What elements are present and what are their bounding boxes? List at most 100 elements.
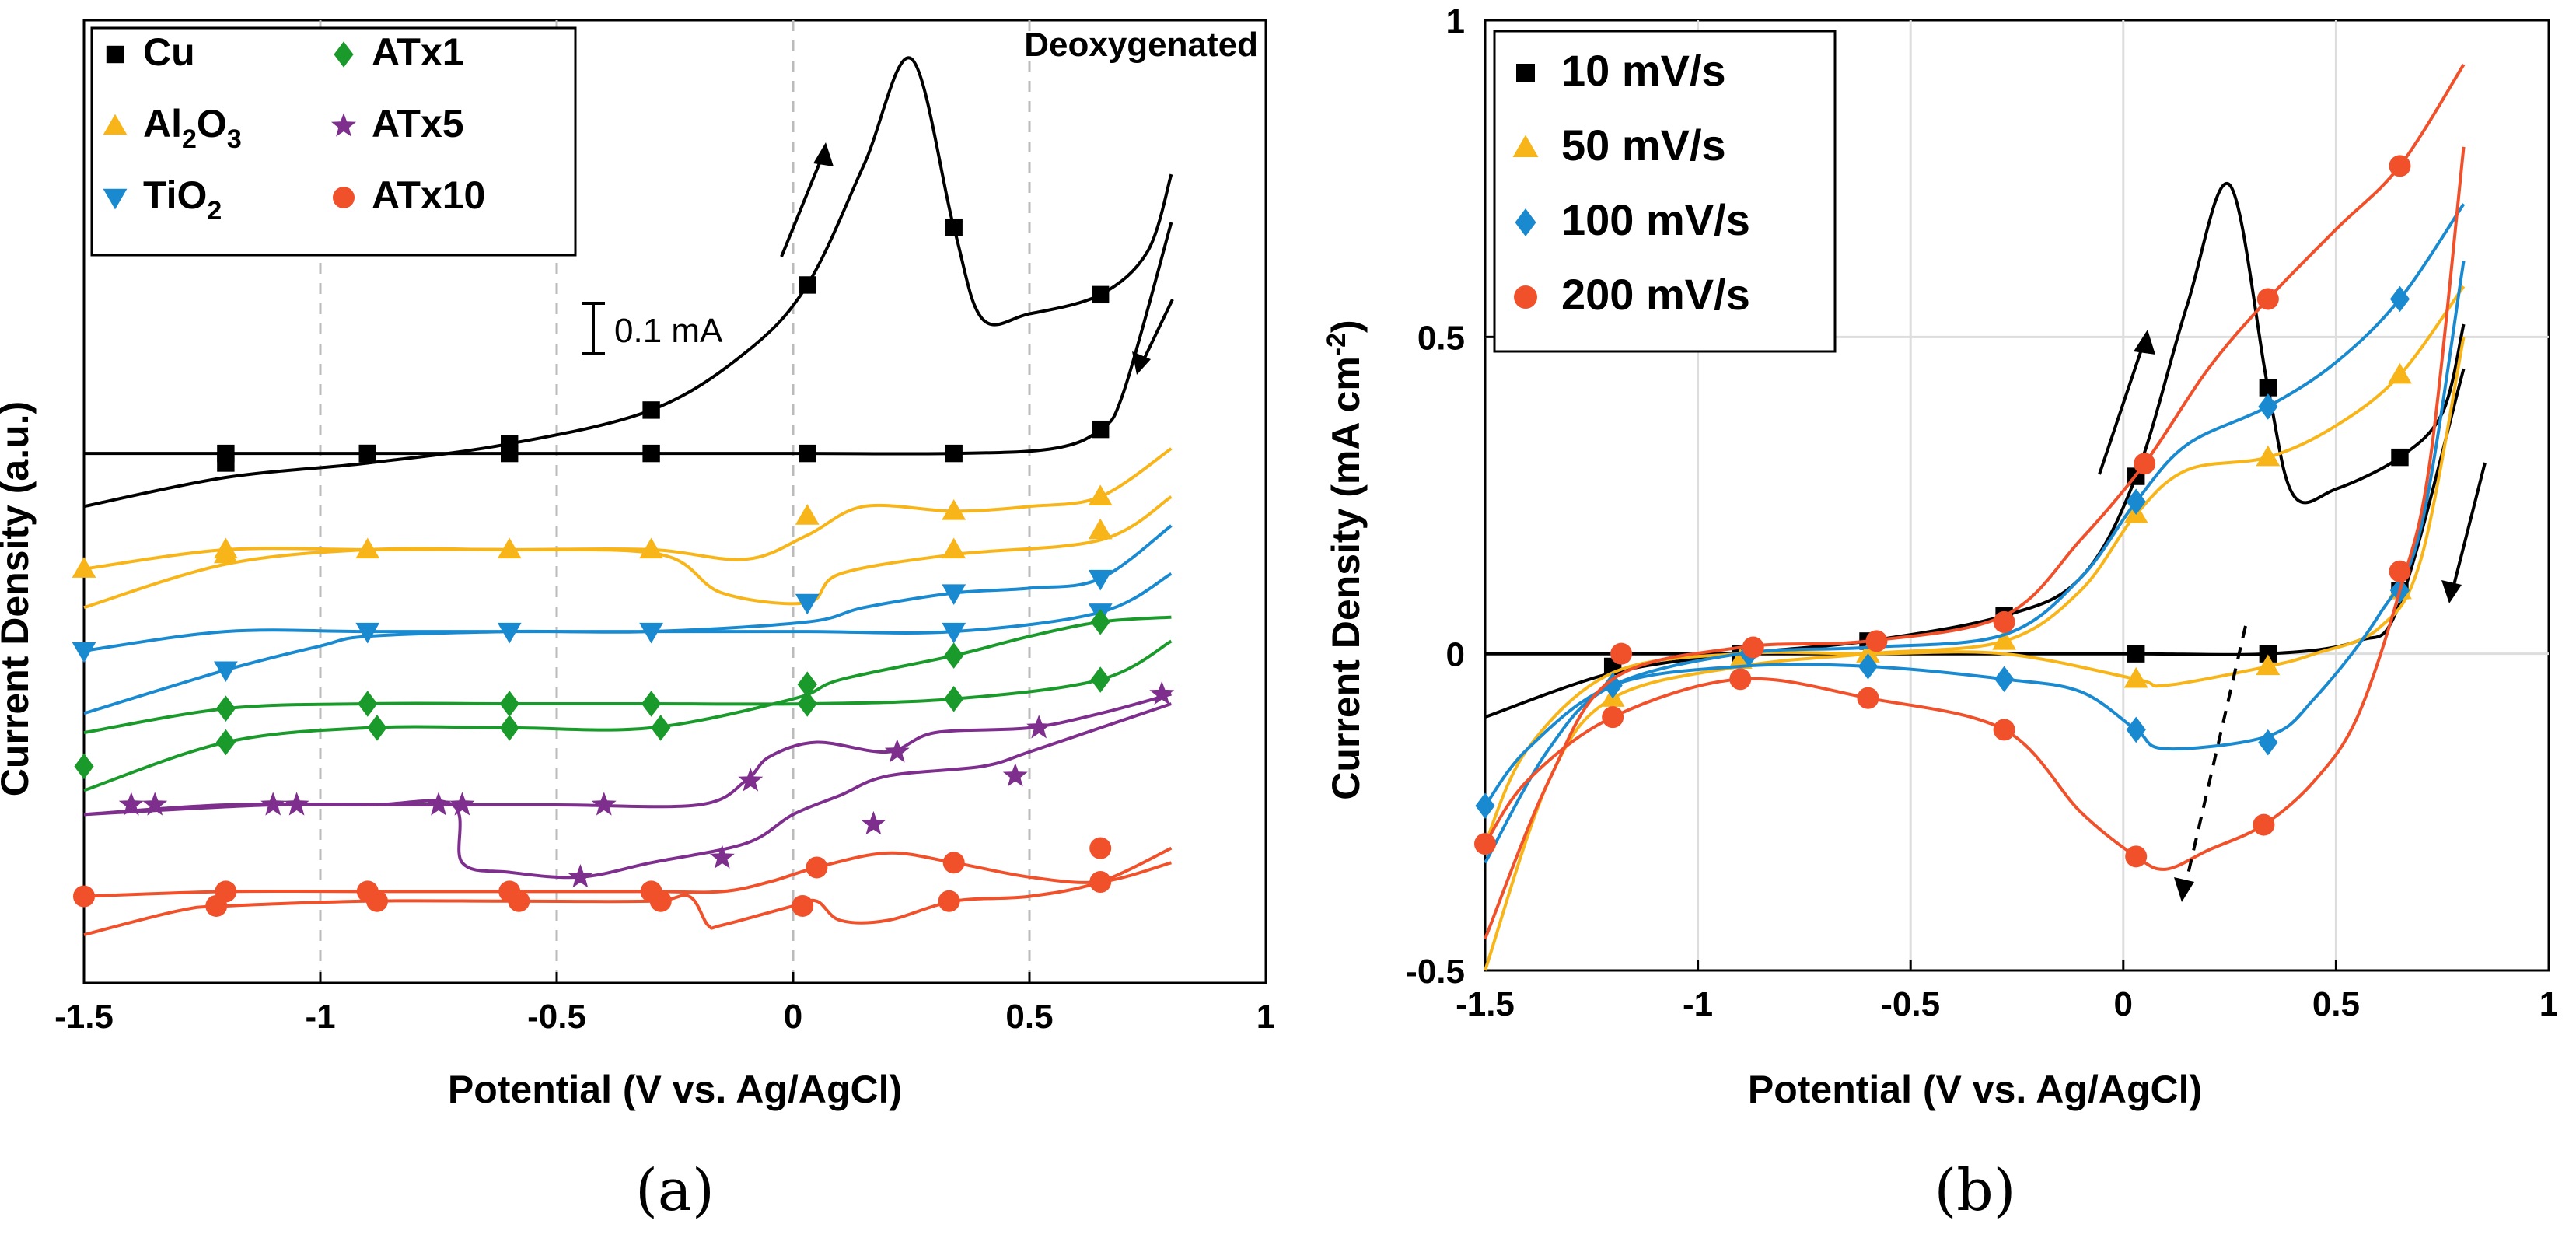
- panel-a-marker: [358, 444, 376, 463]
- panel-a-xtick-label: 0.5: [1005, 998, 1053, 1036]
- panel-a-curve-reverse: [83, 572, 1173, 652]
- panel-a-marker: [215, 695, 236, 722]
- panel-b-marker: [2126, 488, 2146, 515]
- panel-b-legend: 10 mV/s 50 mV/s 100 mV/s 200 mV/s: [1493, 30, 1837, 353]
- panel-a-marker: [642, 444, 660, 463]
- panel-b-marker: [1992, 628, 2016, 650]
- panel-b-marker: [2259, 379, 2277, 397]
- panel-a-legend-label: ATx10: [372, 173, 485, 217]
- panel-a-series-atx10: [73, 837, 1173, 937]
- panel-a-marker: [861, 810, 886, 835]
- panel-a-xtick-label: -1: [305, 998, 335, 1036]
- panel-b-marker: [2258, 393, 2278, 420]
- panel-a-marker: [1090, 608, 1110, 635]
- panel-b-ytick-label: 0.5: [1417, 319, 1465, 357]
- panel-a-marker: [795, 504, 820, 525]
- panel-a-marker: [942, 537, 966, 559]
- panel-a-curve-reverse: [83, 495, 1173, 606]
- panel-a-marker: [214, 661, 238, 683]
- panel-b-legend-item: 100 mV/s: [1515, 195, 1750, 244]
- panel-b-marker: [1857, 687, 1879, 709]
- panel-a-marker: [214, 542, 238, 564]
- panel-b-marker: [2134, 453, 2156, 475]
- panel-b-marker: [1993, 610, 2015, 633]
- panel-b-xlabel: Potential (V vs. Ag/AgCl): [1748, 1068, 2202, 1111]
- panel-b-curve-reverse: [1484, 261, 2466, 807]
- panel-a-legend-marker: [106, 45, 124, 64]
- panel-b-legend-item: 10 mV/s: [1516, 46, 1726, 95]
- panel-a-series-tio2: [72, 524, 1173, 715]
- panel-b-marker: [2389, 155, 2411, 177]
- panel-a-curve-forward: [83, 846, 1173, 937]
- panel-a-marker: [499, 691, 519, 717]
- panel-a-marker: [1002, 763, 1028, 787]
- panel-b-legend-marker: [1515, 208, 1536, 236]
- panel-a-xtick-label: -0.5: [527, 998, 586, 1036]
- panel-a-legend-marker: [331, 113, 356, 137]
- panel-a-xtick-label: 0: [784, 998, 802, 1036]
- panel-a-scale-bar: 0.1 mA: [582, 302, 723, 355]
- panel-a-marker: [1088, 518, 1113, 540]
- panel-a-marker: [944, 685, 964, 712]
- panel-a-legend-item: TiO2: [103, 173, 222, 226]
- panel-a-marker: [1090, 666, 1110, 693]
- panel-a-marker: [217, 454, 235, 472]
- panel-a-series-al2o3: [72, 447, 1173, 610]
- panel-a-marker: [1088, 569, 1113, 591]
- panel-b-ticks: -1.5 -1 -0.5 0 0.5 1 -0.5 0 0.5 1: [1406, 2, 2558, 1023]
- panel-a-xlabel: Potential (V vs. Ag/AgCl): [448, 1068, 902, 1111]
- panel-a-marker: [639, 537, 663, 559]
- panel-b-marker: [2391, 448, 2409, 467]
- panel-a-legend-marker: [334, 41, 354, 68]
- panel-a-curve-forward: [83, 447, 1173, 610]
- panel-b-marker: [2127, 645, 2145, 663]
- panel-a-marker: [568, 864, 593, 888]
- panel-b-legend-item: 200 mV/s: [1514, 270, 1750, 319]
- panel-b-forward-arrowhead: [2134, 330, 2155, 355]
- panel-a-marker: [649, 890, 672, 912]
- panel-b-marker: [2125, 845, 2148, 868]
- panel-b-series-100-mv-s: [1475, 203, 2466, 864]
- panel-b-marker: [2256, 445, 2281, 467]
- panel-a-marker: [501, 435, 519, 453]
- panel-a-marker: [792, 894, 814, 917]
- panel-a-xtick-label: -1.5: [54, 998, 114, 1036]
- panel-b-curve-forward: [1484, 63, 2466, 940]
- panel-a-marker: [365, 890, 388, 912]
- panel-b-legend-label: 200 mV/s: [1561, 270, 1750, 319]
- panel-b-curve-reverse: [1484, 336, 2466, 845]
- panel-b-legend-marker: [1514, 285, 1537, 309]
- panel-b-marker: [2123, 666, 2148, 688]
- panel-a-marker: [426, 792, 451, 816]
- panel-a-marker: [642, 401, 660, 419]
- panel-a-marker: [215, 729, 236, 756]
- panel-b: Current Density (mA cm-2) Potential (V v…: [1322, 2, 2558, 1224]
- panel-b-legend-item: 50 mV/s: [1512, 121, 1726, 170]
- panel-a-legend: Cu Al2O3 TiO2 ATx1 ATx5 ATx10: [90, 26, 577, 257]
- panel-a-marker: [942, 584, 966, 606]
- panel-b-legend-marker: [1512, 135, 1539, 157]
- panel-a-marker: [651, 715, 671, 741]
- panel-b-ytick-label: -0.5: [1406, 953, 1465, 991]
- panel-a-marker: [938, 890, 960, 912]
- panel-b-marker: [2259, 645, 2277, 663]
- panel-a-marker: [641, 691, 662, 717]
- panel-b-marker: [2253, 813, 2275, 836]
- panel-a-legend-marker: [103, 188, 128, 210]
- panel-b-marker: [2126, 716, 2146, 743]
- panel-a-legend-marker: [103, 114, 128, 135]
- panel-b-marker: [2256, 654, 2281, 676]
- panel-a-legend-item: ATx1: [334, 30, 464, 74]
- panel-a-marker: [942, 852, 965, 874]
- panel-a-marker: [945, 218, 963, 236]
- panel-a-marker: [497, 537, 522, 559]
- panel-b-xtick-label: -0.5: [1881, 985, 1940, 1023]
- panel-b-marker: [1474, 833, 1496, 855]
- panel-b-marker: [1993, 719, 2015, 741]
- panel-b-series: [1474, 63, 2466, 971]
- panel-a-caption: (a): [635, 1157, 715, 1224]
- panel-a-marker: [884, 739, 910, 763]
- panel-a-legend-label: ATx1: [372, 30, 464, 74]
- panel-b-ytick-label: 0: [1446, 636, 1465, 674]
- panel-b-xtick-label: 0: [2114, 985, 2133, 1023]
